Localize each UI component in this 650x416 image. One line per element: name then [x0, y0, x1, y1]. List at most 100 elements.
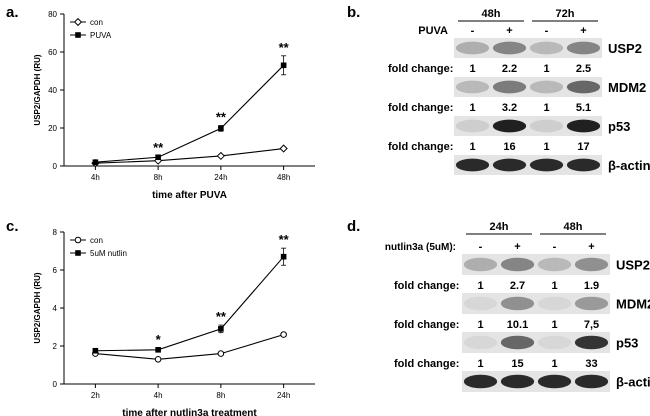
x-tick-label: 8h	[216, 391, 225, 400]
blot-band	[566, 41, 601, 55]
blot-band	[463, 374, 498, 389]
blot-band	[566, 80, 601, 94]
fold-change-label: fold change:	[388, 141, 453, 153]
fold-change-value: 10.1	[507, 319, 528, 331]
series-line-1	[95, 64, 285, 163]
significance-marker: **	[279, 40, 290, 55]
fold-change-value: 17	[577, 141, 589, 153]
blot-band	[537, 374, 572, 389]
data-point	[92, 347, 99, 354]
fold-change-value: 16	[503, 141, 515, 153]
y-tick-label: 40	[48, 86, 57, 95]
x-tick-label: 4h	[154, 391, 163, 400]
blot-band	[529, 158, 564, 172]
protein-label: USP2	[608, 41, 642, 56]
fold-change-value: 1	[543, 141, 549, 153]
data-point	[216, 151, 225, 161]
fold-change-value: 1	[543, 102, 549, 114]
blot-band	[492, 80, 527, 94]
blot-band	[500, 335, 535, 350]
data-point	[218, 125, 224, 132]
significance-marker: *	[156, 332, 162, 347]
y-axis-title: USP2/GAPDH (RU)	[33, 272, 42, 343]
fold-change-value: 2.2	[502, 63, 517, 75]
fold-change-value: 2.5	[576, 63, 591, 75]
treatment-label: nutlin3a (5uM):	[385, 242, 456, 253]
lane-sign: -	[553, 241, 557, 253]
data-point	[280, 331, 287, 338]
x-axis-title: time after nutlin3a treatment	[122, 408, 257, 416]
panel-label-c: c.	[6, 218, 19, 235]
fold-change-value: 3.2	[502, 102, 517, 114]
blot-band	[529, 80, 564, 94]
panel-label-d: d.	[347, 218, 361, 235]
legend-label: 5uM nutlin	[90, 249, 127, 258]
data-point	[279, 144, 288, 153]
blot-band	[463, 335, 498, 350]
series-line-0	[95, 147, 284, 164]
blot-b: 48h 72h PUVA - + - + USP2 fold change: 1 2.2 1 2.5 MD…	[388, 8, 650, 175]
y-tick-label: 0	[53, 162, 58, 171]
y-tick-label: 60	[48, 48, 57, 57]
blot-band	[492, 158, 527, 172]
x-tick-label: 8h	[154, 173, 163, 182]
fold-change-value: 1	[551, 280, 557, 292]
y-tick-label: 80	[48, 10, 57, 19]
blot-band	[574, 335, 609, 350]
blot-band	[574, 296, 609, 311]
fold-change-label: fold change:	[388, 102, 453, 114]
chart-c: 0 2 4 6 8 2h 4h 8h 24h time after nutlin3a treatm…	[33, 228, 315, 416]
legend-label: PUVA	[90, 31, 112, 40]
blot-strip	[454, 155, 602, 175]
protein-label: MDM2	[608, 80, 646, 95]
lane-sign: +	[506, 25, 512, 37]
data-point	[155, 347, 161, 353]
blot-band	[492, 41, 527, 55]
blot-d: 24h 48h nutlin3a (5uM): - + - + USP2 fold change…	[385, 221, 650, 392]
lane-sign: +	[580, 25, 586, 37]
blot-band	[455, 119, 490, 133]
timepoint-label: 48h	[482, 8, 501, 20]
chart-a: 0 20 40 60 80 4h 8h 24h 48h time after PUVA USP2/G…	[33, 10, 315, 201]
blot-band	[455, 41, 490, 55]
blot-strip	[454, 77, 602, 97]
lane-sign: -	[545, 25, 549, 37]
blot-band	[500, 374, 535, 389]
series-line-1	[95, 256, 285, 352]
fold-change-value: 15	[511, 358, 523, 370]
y-tick-label: 20	[48, 124, 57, 133]
treatment-label: PUVA	[418, 25, 448, 37]
lane-sign: -	[479, 241, 483, 253]
fold-change-label: fold change:	[394, 358, 459, 370]
fold-change-value: 1	[477, 319, 483, 331]
fold-change-value: 1	[543, 63, 549, 75]
blot-band	[463, 257, 498, 272]
blot-strip	[462, 293, 610, 314]
blot-band	[455, 80, 490, 94]
y-tick-label: 8	[53, 228, 58, 237]
fold-change-value: 33	[585, 358, 597, 370]
significance-marker: **	[216, 309, 227, 324]
x-axis-title: time after PUVA	[152, 190, 227, 201]
legend-marker	[75, 250, 81, 256]
blot-band	[529, 119, 564, 133]
blot-band	[537, 296, 572, 311]
blot-strip	[454, 38, 602, 58]
blot-strip	[462, 254, 610, 275]
x-tick-label: 24h	[277, 391, 290, 400]
fold-change-value: 1	[477, 358, 483, 370]
blot-band	[566, 158, 601, 172]
y-tick-label: 4	[53, 304, 58, 313]
lane-sign: -	[471, 25, 475, 37]
blot-band	[574, 257, 609, 272]
lane-sign: +	[514, 241, 520, 253]
y-axis-title: USP2/GAPDH (RU)	[33, 54, 42, 125]
protein-label: p53	[616, 336, 638, 351]
blot-band	[500, 257, 535, 272]
x-tick-label: 4h	[91, 173, 100, 182]
blot-strip	[462, 332, 610, 353]
data-point	[280, 253, 287, 260]
protein-label: MDM2	[616, 297, 650, 312]
legend-marker	[75, 32, 81, 38]
legend-marker	[74, 236, 82, 244]
